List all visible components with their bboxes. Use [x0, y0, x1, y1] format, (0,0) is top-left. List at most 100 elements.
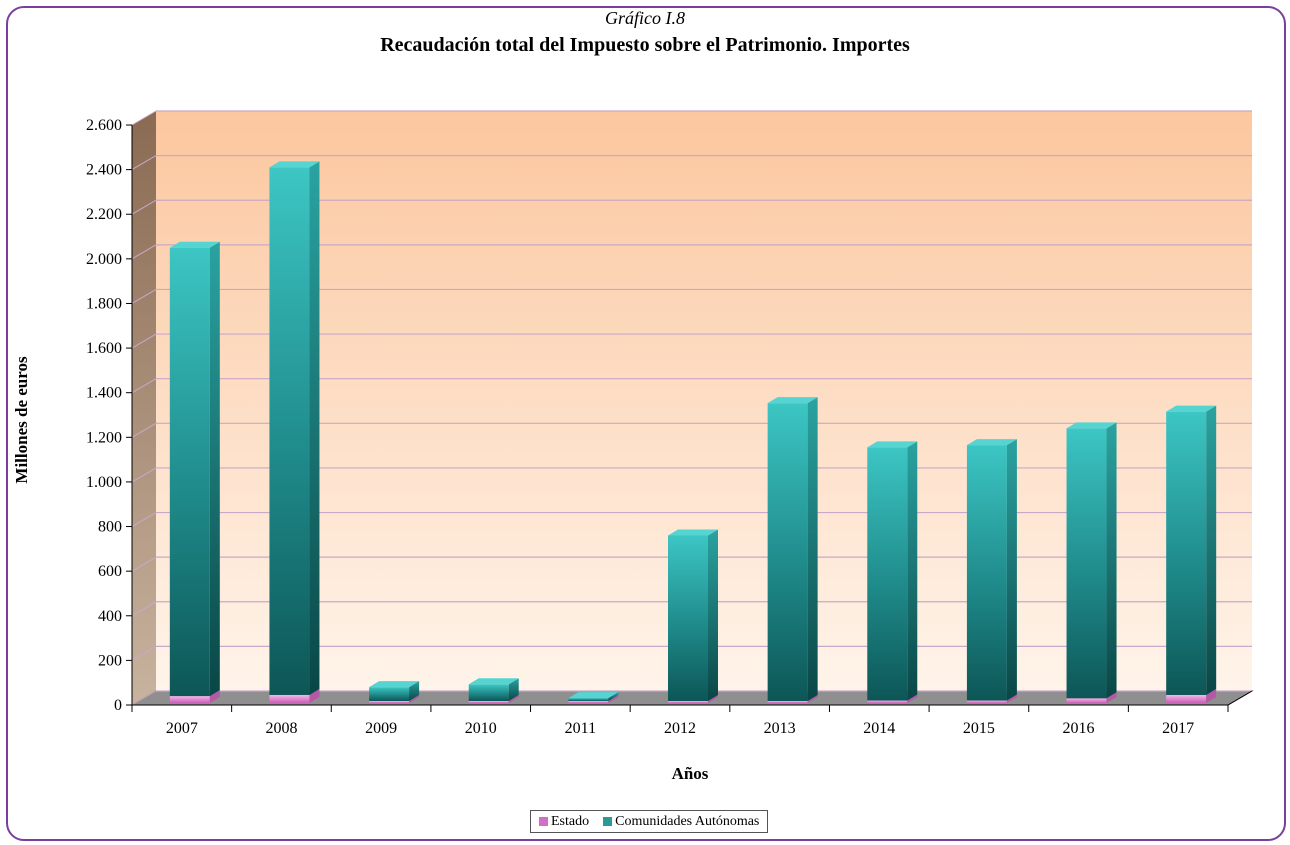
bar-comunidades-side: [807, 397, 818, 701]
y-tick-label: 200: [98, 652, 122, 669]
bar-comunidades: [369, 687, 410, 701]
bar-estado: [269, 694, 310, 703]
y-tick-label: 2.400: [86, 162, 122, 179]
legend-label-comunidades: Comunidades Autónomas: [615, 813, 760, 829]
bar-estado-side: [608, 695, 619, 703]
y-tick-label: 0: [114, 697, 122, 714]
gridline-side: [131, 244, 157, 260]
x-axis-line-depth: [1227, 690, 1253, 706]
y-tick-label: 600: [98, 563, 122, 580]
x-tick-label: 2016: [1063, 720, 1095, 737]
bar-comunidades: [169, 247, 210, 697]
y-tick-label: 1.200: [86, 429, 122, 446]
plot-side-wall: [132, 111, 156, 705]
bar-comunidades-side: [1006, 439, 1017, 701]
bar-estado: [369, 701, 410, 703]
x-tick-label: 2017: [1162, 720, 1194, 737]
bar-comunidades: [568, 698, 609, 701]
bar-comunidades: [1166, 411, 1207, 695]
y-tick-label: 1.400: [86, 385, 122, 402]
y-tick-label: 800: [98, 519, 122, 536]
bar-estado: [1066, 698, 1107, 703]
bar-comunidades-side: [1106, 422, 1117, 699]
gridline-side: [131, 155, 157, 171]
chart-title: Recaudación total del Impuesto sobre el …: [380, 34, 910, 56]
bar-comunidades-top: [468, 678, 519, 685]
gridline-side: [131, 333, 157, 349]
chart-legend: Estado Comunidades Autónomas: [530, 810, 769, 833]
bar-comunidades: [867, 447, 908, 701]
chart-subtitle: Gráfico I.8: [605, 8, 685, 28]
bar-comunidades-side: [708, 529, 718, 701]
y-tick-label: 1.000: [86, 474, 122, 491]
legend-item-comunidades: Comunidades Autónomas: [603, 814, 759, 830]
gridline-side: [131, 110, 157, 126]
x-tick-label: 2009: [365, 720, 397, 737]
bar-estado-side: [1006, 694, 1017, 703]
gridline-side: [131, 512, 157, 527]
bar-comunidades-side: [409, 681, 420, 701]
bar-estado: [867, 700, 908, 703]
bar-comunidades-top: [568, 692, 619, 699]
y-tick-label: 2.000: [86, 251, 122, 268]
bar-estado: [767, 700, 808, 703]
bar-comunidades: [269, 167, 310, 695]
bar-estado-side: [309, 688, 320, 703]
bar-estado-side: [1106, 692, 1117, 703]
y-tick-label: 400: [98, 608, 122, 625]
bar-comunidades-top: [668, 529, 718, 536]
legend-swatch-comunidades: [603, 817, 613, 826]
bar-estado-side: [209, 690, 220, 703]
x-axis-label: Años: [671, 764, 709, 783]
bar-comunidades-top: [269, 161, 320, 168]
bar-estado-side: [807, 694, 818, 703]
bar-estado: [568, 701, 609, 703]
x-tick-label: 2012: [664, 720, 696, 737]
gridline-side: [131, 601, 157, 617]
x-tick-label: 2013: [764, 720, 796, 737]
bar-comunidades-top: [867, 441, 918, 448]
bar-comunidades: [966, 445, 1007, 701]
bar-comunidades: [668, 535, 708, 701]
bar-estado: [1166, 694, 1207, 703]
x-tick-label: 2014: [863, 720, 895, 737]
y-tick-label: 2.200: [86, 206, 122, 223]
bar-comunidades-side: [907, 441, 918, 701]
bar-comunidades-side: [1206, 405, 1217, 695]
gridline-side: [131, 378, 157, 394]
y-tick-label: 2.600: [86, 117, 122, 134]
bar-estado-side: [409, 695, 420, 703]
bar-estado-side: [907, 694, 918, 703]
x-tick-label: 2007: [166, 720, 198, 737]
gridline-side: [131, 422, 157, 438]
x-tick-label: 2010: [465, 720, 497, 737]
bar-comunidades-side: [309, 161, 320, 695]
y-axis-label: Millones de euros: [12, 356, 31, 484]
x-tick-label: 2011: [565, 720, 596, 737]
bar-estado-side: [1206, 688, 1217, 703]
gridline-side: [131, 556, 157, 572]
gridline-side: [131, 645, 157, 661]
bar-comunidades-side: [209, 241, 220, 697]
bar-comunidades-side: [608, 692, 619, 701]
legend-item-estado: Estado: [539, 814, 589, 830]
x-tick-label: 2015: [963, 720, 995, 737]
gridline-side: [131, 690, 157, 706]
bar-comunidades-top: [966, 439, 1017, 446]
bar-comunidades-top: [1066, 422, 1117, 429]
y-tick-label: 1.600: [86, 340, 122, 357]
bar-comunidades-top: [369, 681, 420, 688]
bar-comunidades-top: [1166, 405, 1217, 412]
bar-comunidades-top: [169, 241, 220, 248]
bar-comunidades-side: [508, 678, 519, 701]
bar-estado-side: [708, 695, 718, 703]
legend-swatch-estado: [539, 817, 548, 826]
y-tick-label: 1.800: [86, 295, 122, 312]
bar-estado-side: [508, 695, 519, 703]
x-tick-label: 2008: [265, 720, 297, 737]
bar-comunidades-top: [767, 397, 818, 404]
bar-comunidades: [767, 403, 808, 701]
bar-estado: [668, 701, 708, 703]
bar-estado: [169, 696, 210, 703]
